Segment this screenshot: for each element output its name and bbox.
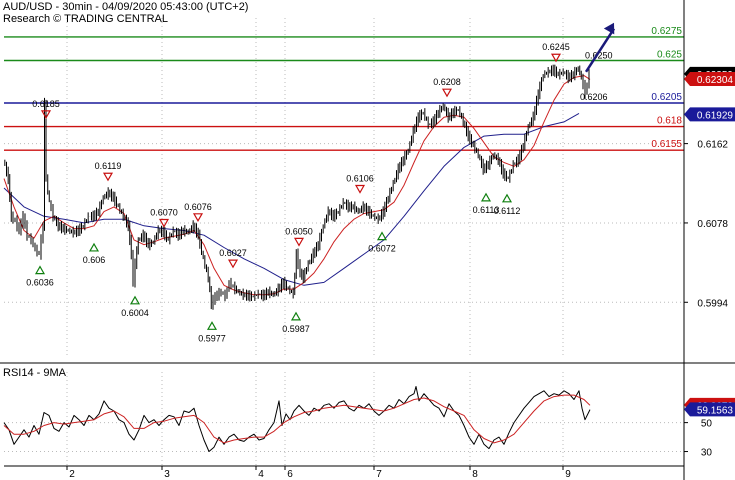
resistance-triangle-marker xyxy=(158,218,170,228)
swing-annotations: 0.6185 0.6036 0.6119 0.606 0.6004 0.6070 0.607… xyxy=(26,42,612,343)
rsi-panel-title: RSI14 - 9MA xyxy=(3,367,66,379)
chart-header-credit: Research © TRADING CENTRAL xyxy=(3,13,168,25)
support-triangle-marker xyxy=(376,231,388,241)
price-tag-ma_fast xyxy=(684,72,735,87)
swing-high-label: 0.6050 xyxy=(285,226,313,236)
time-tick-label: 9 xyxy=(565,469,571,480)
swing-high-label: 0.6208 xyxy=(433,77,461,87)
time-tick-label: 6 xyxy=(287,469,293,480)
rsi-tag-rsi xyxy=(684,402,735,417)
rsi-line xyxy=(3,386,591,452)
swing-low-label: 0.606 xyxy=(83,255,106,265)
resistance-triangle-marker xyxy=(227,259,239,269)
level-label-resistance: 0.6275 xyxy=(651,26,682,37)
level-annotation-label: 0.6250 xyxy=(585,51,613,61)
swing-low-label: 0.6036 xyxy=(26,278,54,288)
slow-ma-line xyxy=(3,112,580,286)
projection-arrow xyxy=(584,22,616,73)
support-triangle-marker xyxy=(88,242,100,252)
swing-high-label: 0.6076 xyxy=(184,202,212,212)
level-label-support: 0.6155 xyxy=(651,139,682,150)
resistance-triangle-marker xyxy=(102,172,114,182)
level-label-pivot: 0.6205 xyxy=(651,92,682,103)
swing-low-label: 0.6004 xyxy=(121,308,149,318)
price-tick-label: 0.6078 xyxy=(697,219,728,230)
rsi-tag-label-rsi: 59.1563 xyxy=(697,405,734,416)
swing-high-label: 0.6119 xyxy=(95,161,122,171)
swing-low-label: 0.6112 xyxy=(494,206,521,216)
swing-low-label: 0.6113 xyxy=(473,205,500,215)
projection-arrow-head xyxy=(603,22,615,35)
fast-moving-average xyxy=(3,75,591,296)
time-tick-label: 3 xyxy=(164,469,170,480)
price-tag-ma_slow xyxy=(684,107,735,122)
rsi-ma-line xyxy=(3,394,591,444)
time-axis: 2 3 4 6 7 8 9 xyxy=(4,465,684,480)
price-tick-label: 0.6162 xyxy=(697,140,728,151)
chart-header-title: AUD/USD - 30min - 04/09/2020 05:43:00 (U… xyxy=(3,1,249,13)
time-tick-label: 4 xyxy=(258,469,264,480)
level-label-support: 0.618 xyxy=(657,116,682,127)
rsi-tick-label: 50 xyxy=(701,419,713,430)
swing-high-label: 0.6185 xyxy=(32,99,60,109)
slow-moving-average xyxy=(3,112,580,286)
rsi-panel: 62.267859.1563 xyxy=(3,386,735,452)
resistance-triangle-marker xyxy=(441,88,453,98)
price-series xyxy=(4,64,590,310)
support-triangle-marker xyxy=(501,193,513,203)
support-triangle-marker xyxy=(290,311,302,321)
projection-arrow-shaft xyxy=(584,28,616,73)
fast-ma-line xyxy=(3,75,591,296)
support-triangle-marker xyxy=(480,192,492,202)
price-tag-label-ma_slow: 0.61929 xyxy=(697,110,734,121)
swing-high-label: 0.6245 xyxy=(542,42,570,52)
swing-high-label: 0.6106 xyxy=(346,174,374,184)
swing-low-label: 0.5977 xyxy=(198,333,226,343)
time-tick-label: 7 xyxy=(376,469,382,480)
resistance-triangle-marker xyxy=(192,213,204,223)
resistance-triangle-marker xyxy=(40,110,52,120)
swing-high-label: 0.6027 xyxy=(219,248,247,258)
resistance-triangle-marker xyxy=(550,53,562,63)
time-tick-label: 8 xyxy=(472,469,478,480)
support-resistance-levels: 0.6275 0.625 0.6205 0.618 0.6155 xyxy=(4,26,684,151)
support-triangle-marker xyxy=(206,321,218,330)
time-tick-label: 2 xyxy=(69,469,75,480)
support-triangle-marker xyxy=(129,295,141,305)
support-triangle-marker xyxy=(34,265,46,275)
resistance-triangle-marker xyxy=(293,237,305,247)
level-label-resistance: 0.625 xyxy=(657,50,682,61)
price-tag-label-ma_fast: 0.62304 xyxy=(697,75,734,86)
swing-high-label: 0.6070 xyxy=(150,208,178,218)
swing-low-label: 0.6072 xyxy=(368,244,396,254)
swing-low-label: 0.5987 xyxy=(282,324,310,334)
rsi-tick-label: 30 xyxy=(701,448,713,459)
price-tick-label: 0.5994 xyxy=(697,298,728,309)
resistance-triangle-marker xyxy=(354,184,366,194)
level-annotation-label: 0.6206 xyxy=(580,92,608,102)
